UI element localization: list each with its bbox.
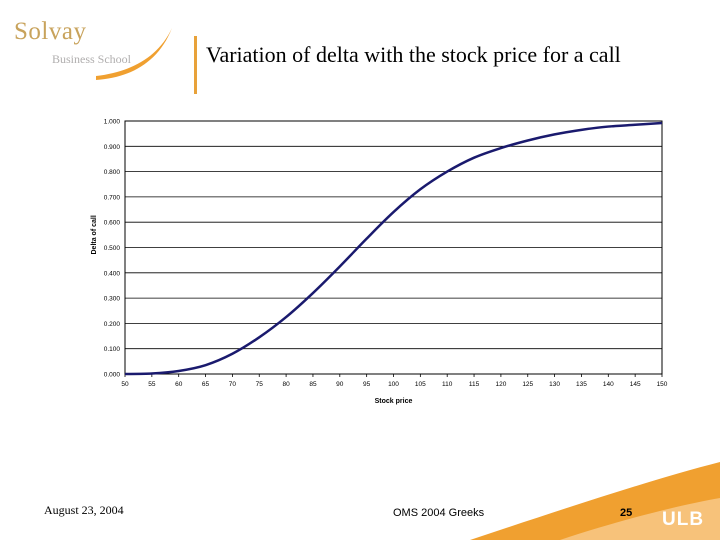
y-tick-label: 0.000 [104, 372, 121, 379]
x-tick-labels: 50 55 60 65 70 75 80 85 90 95 100 105 110 115 120 125 13… [121, 374, 668, 388]
logo-swoosh-icon [96, 28, 172, 80]
y-axis-label: Delta of call [91, 215, 98, 254]
y-tick-label: 1.000 [104, 119, 121, 126]
series-line-delta [124, 121, 663, 376]
x-tick-label: 120 [495, 381, 506, 388]
x-tick-label: 130 [549, 381, 560, 388]
x-tick-label: 100 [388, 381, 399, 388]
y-tick-label: 0.800 [104, 169, 121, 176]
x-tick-label: 125 [522, 381, 533, 388]
x-tick-label: 150 [657, 381, 668, 388]
logo-sub-text: Business School [52, 52, 132, 66]
x-tick-label: 50 [121, 381, 129, 388]
x-tick-label: 60 [175, 381, 183, 388]
logo-main-text: Solvay [14, 18, 87, 45]
y-tick-label: 0.300 [104, 296, 121, 303]
footer-course: OMS 2004 Greeks [393, 507, 485, 519]
x-tick-label: 145 [630, 381, 641, 388]
x-axis-label: Stock price [375, 398, 413, 405]
x-tick-label: 75 [256, 381, 264, 388]
page-number: 25 [620, 507, 633, 519]
x-tick-label: 90 [336, 381, 344, 388]
x-tick-label: 95 [363, 381, 371, 388]
x-tick-label: 85 [309, 381, 317, 388]
x-tick-label: 140 [603, 381, 614, 388]
x-tick-label: 105 [415, 381, 426, 388]
x-tick-label: 110 [442, 381, 453, 388]
y-tick-label: 0.200 [104, 321, 121, 328]
plot-frame [124, 120, 663, 375]
x-tick-label: 55 [148, 381, 156, 388]
solvay-logo: Solvay Business School [8, 14, 178, 84]
footer-date: August 23, 2004 [44, 503, 124, 517]
y-tick-label: 0.100 [104, 346, 121, 353]
x-tick-label: 80 [282, 381, 290, 388]
x-tick-label: 65 [202, 381, 210, 388]
y-tick-label: 0.700 [104, 194, 121, 201]
y-tick-label: 0.900 [104, 144, 121, 151]
x-tick-label: 135 [576, 381, 587, 388]
chart-grid [125, 120, 662, 375]
y-tick-labels: 0.000 0.100 0.200 0.300 0.400 0.500 0.600 0.700… [104, 119, 121, 379]
y-tick-label: 0.400 [104, 270, 121, 277]
x-tick-label: 70 [229, 381, 237, 388]
y-tick-label: 0.600 [104, 220, 121, 227]
x-tick-label: 115 [469, 381, 480, 388]
y-tick-label: 0.500 [104, 245, 121, 252]
slide-title: Variation of delta with the stock price … [206, 42, 621, 67]
title-accent-bar [194, 36, 197, 94]
ulb-logo: ULB [662, 509, 705, 530]
